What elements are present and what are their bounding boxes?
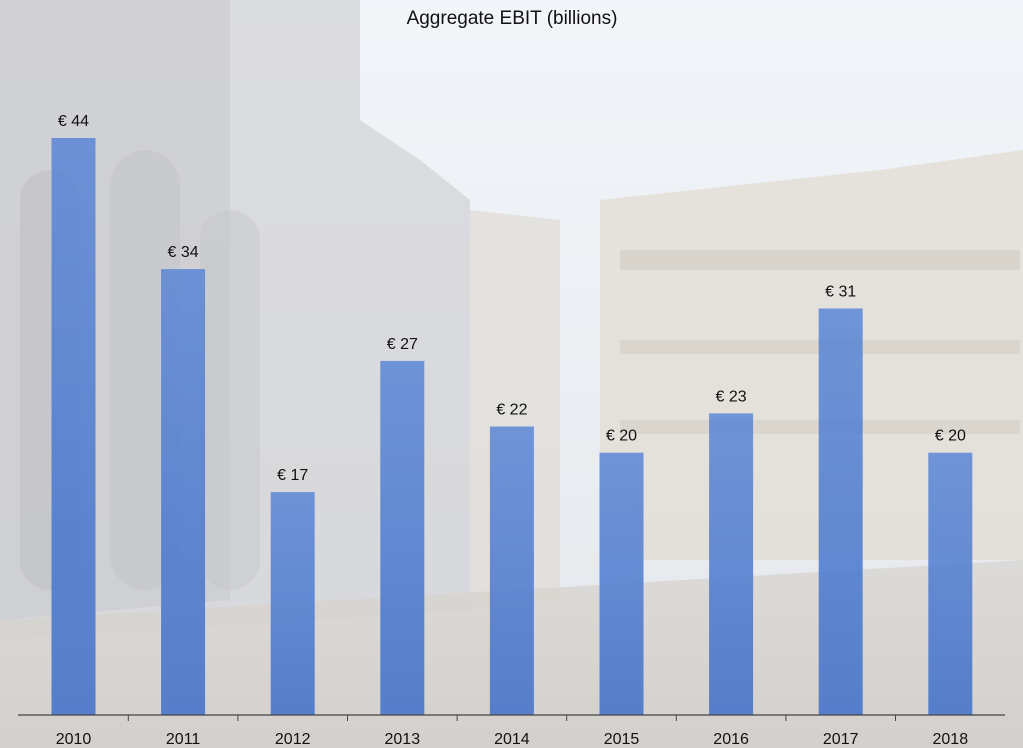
bar-value-label: € 34 xyxy=(168,244,199,261)
bar-2011 xyxy=(161,269,206,715)
bar-2010 xyxy=(51,138,96,715)
bar-value-label: € 20 xyxy=(935,428,966,445)
bar-value-label: € 22 xyxy=(496,402,527,419)
bar-value-label: € 44 xyxy=(58,113,89,130)
x-tick-label: 2014 xyxy=(494,731,530,748)
bar-value-label: € 17 xyxy=(277,467,308,484)
bar-value-label: € 23 xyxy=(716,388,747,405)
bar-2014 xyxy=(489,426,534,715)
bar-2015 xyxy=(599,452,644,715)
x-tick-label: 2018 xyxy=(933,731,969,748)
bar-2012 xyxy=(270,492,315,715)
bars-group: € 44 € 34 € 17 € 27 € 22 € 20 € 23 € 31 € 20 xyxy=(51,113,973,715)
x-tick-label: 2010 xyxy=(56,731,92,748)
x-tick-label: 2017 xyxy=(823,731,859,748)
chart-title: Aggregate EBIT (billions) xyxy=(407,8,618,29)
bar-2017 xyxy=(818,308,863,715)
bar-value-label: € 20 xyxy=(606,428,637,445)
x-tick-label: 2012 xyxy=(275,731,311,748)
x-tick-label: 2013 xyxy=(385,731,421,748)
bar-value-label: € 27 xyxy=(387,336,418,353)
x-axis-ticks: 2010 2011 2012 2013 2014 2015 2016 2017 2018 xyxy=(56,715,968,748)
bar-2018 xyxy=(928,452,973,715)
x-tick-label: 2015 xyxy=(604,731,640,748)
bar-value-label: € 31 xyxy=(825,284,856,301)
x-tick-label: 2016 xyxy=(713,731,749,748)
bar-2013 xyxy=(380,360,425,715)
bar-2016 xyxy=(709,413,754,715)
x-tick-label: 2011 xyxy=(166,731,201,748)
